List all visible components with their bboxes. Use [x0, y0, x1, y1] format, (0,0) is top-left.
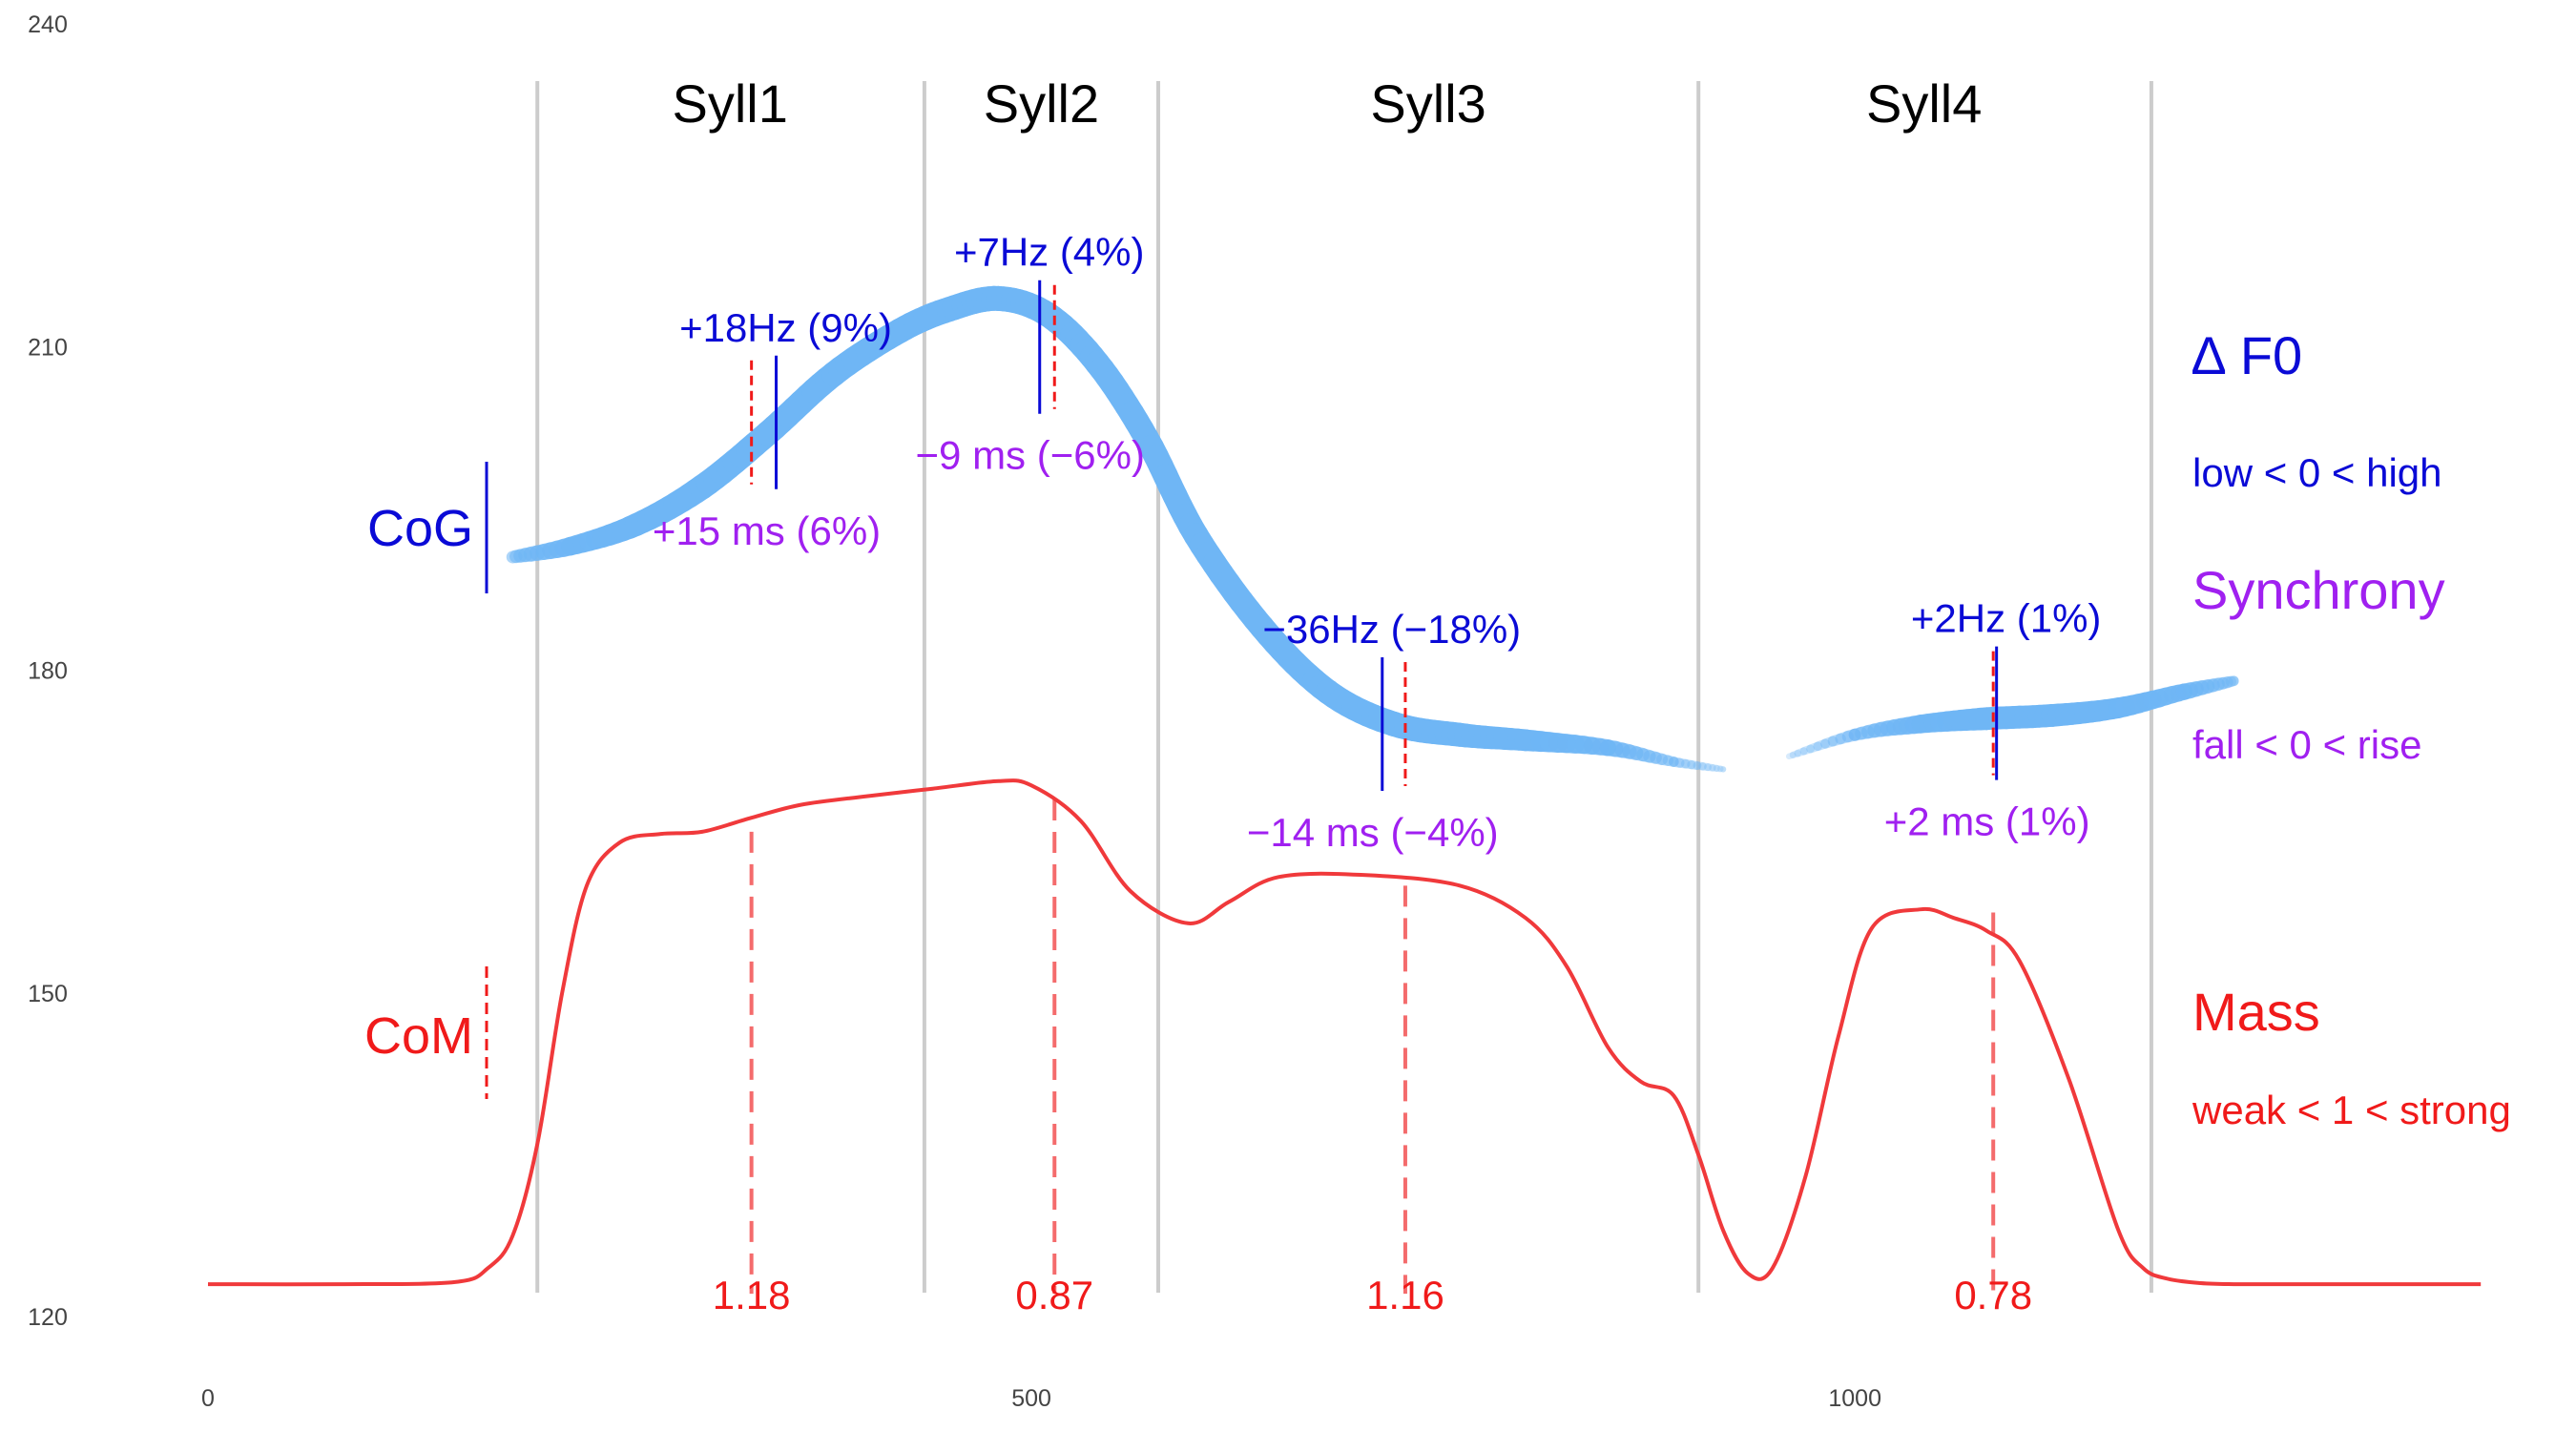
mass-label-4: 0.78 [1954, 1273, 2032, 1317]
f0-band-segment [1799, 744, 1816, 756]
synchrony-label-4: +2 ms (1%) [1884, 799, 2090, 844]
f0-band-segment [1789, 749, 1802, 759]
f0-band-segment [1806, 741, 1823, 754]
legend-synchrony-title: Synchrony [2192, 560, 2445, 620]
legend-delta-f0-scale: low < 0 < high [2192, 450, 2442, 495]
syllable-label-1: Syll1 [673, 73, 788, 134]
f0-band-segment [1813, 738, 1831, 752]
x-tick-label: 0 [201, 1385, 215, 1412]
y-tick-label: 180 [28, 657, 68, 684]
delta-f0-label-1: +18Hz (9%) [679, 305, 892, 350]
f0-band-segment [1674, 757, 1691, 769]
legend-mass-title: Mass [2192, 982, 2320, 1042]
f0-band-segment [1669, 757, 1685, 768]
data-series [207, 285, 2482, 1287]
cog-com-markers [749, 280, 1999, 1295]
syllable-label-4: Syll4 [1866, 73, 1982, 134]
y-tick-label: 240 [28, 11, 68, 38]
synchrony-label-1: +15 ms (6%) [653, 508, 881, 553]
syllable-labels: Syll1 Syll2 Syll3 Syll4 [673, 73, 1983, 134]
syllable-boundaries [535, 81, 2153, 1293]
mass-label-3: 1.16 [1366, 1273, 1444, 1317]
f0-band-segment [2221, 675, 2236, 689]
syllable-annotations: +18Hz (9%) +15 ms (6%) 1.18 +7Hz (4%) −9 ms … [653, 230, 2102, 1317]
periodic-energy-curve [207, 778, 2482, 1287]
f0-band-2 [1785, 675, 2239, 760]
y-tick-label: 120 [28, 1304, 68, 1331]
f0-band-segment [1709, 764, 1720, 773]
f0-band-segment [1794, 747, 1808, 757]
f0-band-segment [2225, 675, 2239, 687]
f0-band-1 [506, 285, 1727, 773]
f0-band-segment [1698, 762, 1713, 772]
f0-band-segment [1662, 755, 1679, 767]
com-label: CoM [364, 1007, 473, 1065]
mass-label-1: 1.18 [713, 1273, 791, 1317]
axis-ticks: 120 150 180 210 240 0 500 1000 [28, 11, 1881, 1412]
f0-band-segment [2216, 676, 2233, 690]
mass-label-2: 0.87 [1015, 1273, 1093, 1317]
f0-band-segment [1693, 761, 1707, 771]
f0-band-segment [1687, 760, 1702, 771]
f0-band-segment [1704, 763, 1716, 772]
delta-f0-label-2: +7Hz (4%) [954, 230, 1145, 275]
legend-synchrony-scale: fall < 0 < rise [2192, 722, 2421, 767]
f0-band-segment [1656, 754, 1673, 767]
f0-band-segment [1785, 752, 1797, 760]
synchrony-label-2: −9 ms (−6%) [916, 433, 1145, 478]
x-tick-label: 500 [1011, 1385, 1051, 1412]
synchrony-label-3: −14 ms (−4%) [1247, 810, 1499, 855]
f0-band-segment [1680, 758, 1696, 770]
legend: ∆ F0 low < 0 < high Synchrony fall < 0 <… [2192, 325, 2511, 1132]
syllable-label-3: Syll3 [1370, 73, 1485, 134]
f0-band-segment [1820, 736, 1839, 749]
legend-mass-scale: weak < 1 < strong [2192, 1088, 2511, 1132]
delta-f0-label-4: +2Hz (1%) [1911, 596, 2102, 641]
delta-f0-label-3: −36Hz (−18%) [1262, 607, 1521, 652]
y-tick-label: 150 [28, 981, 68, 1007]
legend-delta-f0-title: ∆ F0 [2192, 325, 2302, 385]
f0-band-segment [1713, 764, 1724, 773]
group-labels: CoG CoM [364, 462, 488, 1099]
f0-band-segment [1716, 765, 1727, 773]
cog-label: CoG [367, 500, 473, 557]
syllable-label-2: Syll2 [984, 73, 1099, 134]
x-tick-label: 1000 [1828, 1385, 1881, 1412]
y-tick-label: 210 [28, 335, 68, 362]
f0-band-segment [1650, 752, 1669, 766]
